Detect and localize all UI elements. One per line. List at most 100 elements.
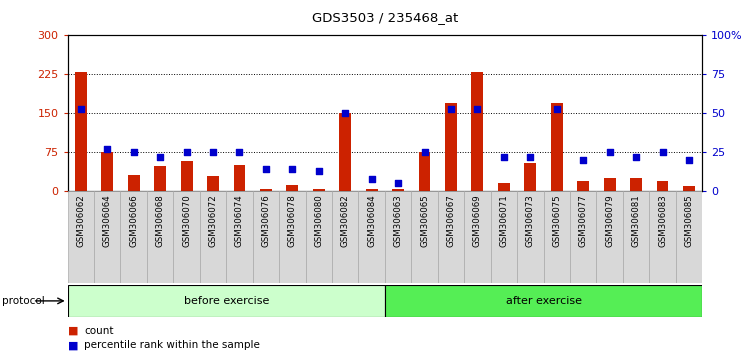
- Text: GSM306085: GSM306085: [684, 194, 693, 247]
- Text: GSM306070: GSM306070: [182, 194, 191, 247]
- Bar: [75, 72, 87, 191]
- Bar: [226, 191, 252, 283]
- Bar: [332, 191, 358, 283]
- Text: GSM306062: GSM306062: [77, 194, 86, 247]
- Bar: [68, 285, 385, 317]
- Bar: [366, 189, 378, 191]
- Bar: [438, 191, 464, 283]
- Bar: [385, 285, 702, 317]
- Bar: [306, 191, 332, 283]
- Bar: [524, 162, 536, 191]
- Bar: [418, 152, 430, 191]
- Bar: [339, 113, 351, 191]
- Point: [683, 157, 695, 163]
- Bar: [630, 178, 642, 191]
- Point: [472, 106, 484, 112]
- Bar: [676, 191, 702, 283]
- Text: GSM306079: GSM306079: [605, 194, 614, 246]
- Bar: [207, 176, 219, 191]
- Bar: [464, 191, 490, 283]
- Text: GSM306074: GSM306074: [235, 194, 244, 247]
- Bar: [234, 165, 246, 191]
- Text: GSM306068: GSM306068: [155, 194, 164, 247]
- Text: GSM306066: GSM306066: [129, 194, 138, 247]
- Text: after exercise: after exercise: [505, 296, 581, 306]
- Bar: [412, 191, 438, 283]
- Bar: [260, 189, 272, 191]
- Point: [312, 168, 324, 174]
- Bar: [490, 191, 517, 283]
- Text: before exercise: before exercise: [183, 296, 269, 306]
- Bar: [385, 191, 412, 283]
- Bar: [147, 191, 173, 283]
- Point: [498, 154, 510, 160]
- Point: [101, 146, 113, 152]
- Text: GSM306077: GSM306077: [579, 194, 588, 247]
- Point: [234, 149, 246, 155]
- Bar: [544, 191, 570, 283]
- Point: [128, 149, 140, 155]
- Text: ■: ■: [68, 326, 78, 336]
- Bar: [445, 103, 457, 191]
- Bar: [683, 186, 695, 191]
- Text: GSM306084: GSM306084: [367, 194, 376, 247]
- Text: GSM306064: GSM306064: [103, 194, 112, 247]
- Point: [630, 154, 642, 160]
- Text: GSM306081: GSM306081: [632, 194, 641, 247]
- Point: [418, 149, 430, 155]
- Point: [550, 106, 562, 112]
- Text: protocol: protocol: [2, 296, 45, 306]
- Text: GSM306069: GSM306069: [473, 194, 482, 246]
- Bar: [498, 183, 510, 191]
- Point: [524, 154, 536, 160]
- Point: [339, 110, 351, 116]
- Text: count: count: [84, 326, 113, 336]
- Bar: [358, 191, 385, 283]
- Bar: [623, 191, 650, 283]
- Bar: [101, 152, 113, 191]
- Text: GSM306065: GSM306065: [420, 194, 429, 247]
- Point: [366, 176, 378, 182]
- Bar: [517, 191, 544, 283]
- Text: GDS3503 / 235468_at: GDS3503 / 235468_at: [312, 11, 458, 24]
- Text: GSM306080: GSM306080: [314, 194, 323, 247]
- Bar: [604, 178, 616, 191]
- Point: [604, 149, 616, 155]
- Point: [154, 154, 166, 160]
- Point: [392, 181, 404, 186]
- Bar: [154, 166, 166, 191]
- Point: [75, 106, 87, 112]
- Bar: [94, 191, 120, 283]
- Text: GSM306075: GSM306075: [552, 194, 561, 247]
- Bar: [200, 191, 226, 283]
- Bar: [578, 181, 589, 191]
- Bar: [173, 191, 200, 283]
- Point: [578, 157, 590, 163]
- Text: GSM306067: GSM306067: [447, 194, 456, 247]
- Text: GSM306072: GSM306072: [209, 194, 218, 247]
- Point: [445, 106, 457, 112]
- Bar: [392, 189, 404, 191]
- Point: [180, 149, 192, 155]
- Bar: [570, 191, 596, 283]
- Bar: [650, 191, 676, 283]
- Point: [207, 149, 219, 155]
- Text: GSM306071: GSM306071: [499, 194, 508, 247]
- Bar: [656, 181, 668, 191]
- Bar: [550, 103, 562, 191]
- Point: [260, 166, 272, 172]
- Text: GSM306078: GSM306078: [288, 194, 297, 247]
- Text: GSM306063: GSM306063: [394, 194, 403, 247]
- Bar: [313, 189, 324, 191]
- Text: GSM306082: GSM306082: [341, 194, 350, 247]
- Text: GSM306076: GSM306076: [261, 194, 270, 247]
- Bar: [68, 191, 94, 283]
- Bar: [252, 191, 279, 283]
- Bar: [286, 185, 298, 191]
- Bar: [181, 161, 192, 191]
- Text: ■: ■: [68, 340, 78, 350]
- Bar: [472, 72, 484, 191]
- Text: percentile rank within the sample: percentile rank within the sample: [84, 340, 260, 350]
- Point: [656, 149, 668, 155]
- Bar: [279, 191, 306, 283]
